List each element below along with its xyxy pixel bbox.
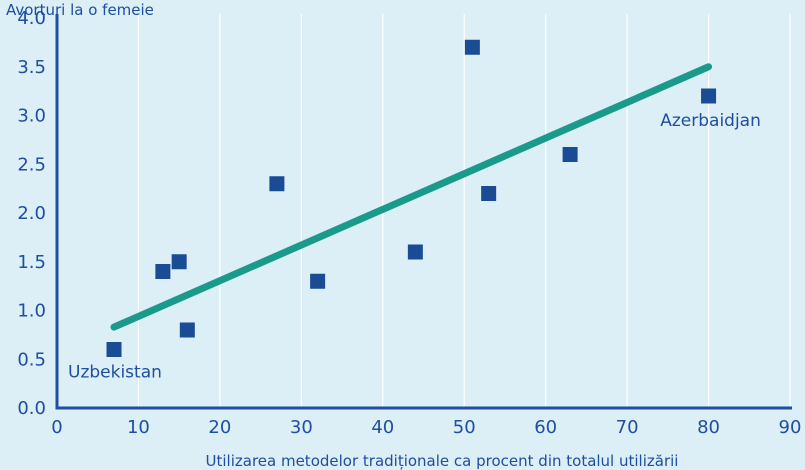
data-point [562, 147, 578, 162]
axes [55, 14, 792, 410]
x-tick-label: 10 [127, 417, 150, 438]
y-tick-label: 4.0 [17, 8, 46, 29]
x-tick-label: 30 [290, 417, 313, 438]
trendline [110, 63, 713, 331]
x-tick-label: 80 [697, 417, 720, 438]
x-tick-label: 60 [534, 417, 557, 438]
data-point [171, 254, 187, 270]
x-tick-label: 0 [51, 417, 62, 438]
x-tick-label: 90 [779, 417, 802, 438]
y-axis-title: Avorturi la o femeie [6, 1, 154, 19]
data-point [155, 264, 171, 279]
x-tick-label: 70 [616, 417, 639, 438]
y-tick-label: 1.0 [17, 301, 46, 322]
x-axis-title: Utilizarea metodelor tradiționale ca pro… [206, 452, 679, 470]
y-tick-label: 3.0 [17, 106, 46, 127]
y-tick-label: 0.5 [17, 349, 46, 370]
y-tick-label: 2.0 [17, 203, 46, 224]
y-tick-label: 2.5 [17, 154, 46, 175]
y-tick-label: 0.0 [17, 398, 46, 419]
x-tick-labels: 0 10 20 30 40 50 60 70 80 90 [51, 417, 801, 438]
data-point [179, 322, 195, 338]
y-tick-label: 1.5 [17, 252, 46, 273]
x-tick-label: 20 [208, 417, 231, 438]
data-point [269, 176, 285, 192]
annotation-label: Azerbaidjan [660, 111, 761, 131]
y-tick-labels: 0.0 0.5 1.0 1.5 2.0 2.5 3.0 3.5 4.0 [17, 8, 46, 419]
data-point [407, 244, 423, 260]
data-point [106, 342, 122, 357]
trendline-group [110, 63, 713, 331]
data-point [310, 273, 326, 289]
grid-lines [137, 14, 791, 408]
x-tick-label: 40 [371, 417, 394, 438]
x-tick-label: 50 [453, 417, 476, 438]
data-point [701, 88, 717, 104]
data-point [481, 186, 497, 201]
data-point [464, 39, 480, 55]
data-points [106, 39, 717, 357]
y-tick-label: 3.5 [17, 57, 46, 78]
annotations: Uzbekistan Azerbaidjan [68, 111, 761, 383]
annotation-label: Uzbekistan [68, 363, 162, 383]
